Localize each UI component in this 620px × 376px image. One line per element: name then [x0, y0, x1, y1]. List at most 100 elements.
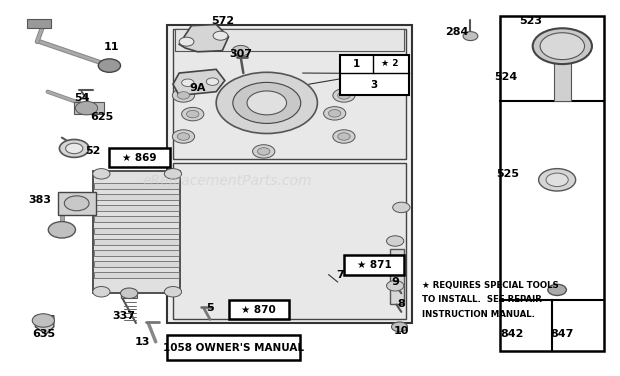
Text: ★ 869: ★ 869 [122, 153, 157, 163]
Text: 307: 307 [229, 49, 252, 59]
Text: eReplacementParts.com: eReplacementParts.com [142, 174, 311, 188]
Circle shape [99, 59, 120, 72]
Bar [93, 171, 180, 293]
Circle shape [257, 148, 270, 155]
Circle shape [93, 287, 110, 297]
Text: ★ REQUIRES SPECIAL TOOLS: ★ REQUIRES SPECIAL TOOLS [422, 280, 559, 290]
Bar [121, 292, 137, 298]
Circle shape [533, 28, 592, 64]
Text: 1058 OWNER'S MANUAL: 1058 OWNER'S MANUAL [162, 343, 304, 353]
Circle shape [540, 33, 585, 60]
Circle shape [213, 31, 228, 40]
Circle shape [177, 133, 190, 140]
Circle shape [64, 196, 89, 211]
Circle shape [66, 143, 83, 154]
Bar [94, 183, 179, 189]
Polygon shape [35, 315, 54, 334]
Bar [94, 239, 179, 245]
Text: INSTRUCTION MANUAL.: INSTRUCTION MANUAL. [422, 310, 535, 319]
Text: 523: 523 [520, 16, 542, 26]
Text: 842: 842 [501, 329, 524, 339]
Text: 13: 13 [135, 337, 150, 347]
Circle shape [76, 102, 98, 115]
Circle shape [338, 92, 350, 99]
Circle shape [463, 32, 478, 41]
Bar [94, 250, 179, 256]
Circle shape [187, 111, 199, 118]
Bar [344, 255, 404, 274]
Circle shape [232, 45, 249, 56]
Circle shape [252, 145, 275, 158]
Circle shape [216, 72, 317, 133]
Bar [58, 192, 97, 215]
Text: 524: 524 [495, 72, 518, 82]
Text: 635: 635 [32, 329, 55, 339]
Circle shape [386, 236, 404, 246]
Bar [173, 163, 406, 319]
Bar [173, 29, 406, 159]
Bar [109, 148, 170, 167]
Circle shape [546, 173, 569, 186]
Bar [167, 335, 299, 361]
Text: 337: 337 [112, 311, 135, 321]
Circle shape [164, 168, 182, 179]
Circle shape [392, 202, 410, 213]
Bar [229, 300, 289, 319]
Text: ★ 870: ★ 870 [241, 305, 276, 315]
Bar [500, 15, 604, 352]
Text: 3: 3 [371, 80, 378, 90]
Circle shape [329, 110, 341, 117]
Polygon shape [173, 69, 225, 96]
Text: 847: 847 [550, 329, 574, 339]
Circle shape [182, 79, 194, 86]
Circle shape [164, 287, 182, 297]
Circle shape [182, 108, 204, 121]
Bar [94, 194, 179, 200]
Circle shape [333, 89, 355, 102]
Bar [74, 102, 104, 114]
Circle shape [120, 288, 138, 299]
Circle shape [233, 82, 301, 123]
Bar [27, 19, 51, 28]
Text: 572: 572 [211, 16, 234, 26]
Circle shape [324, 107, 346, 120]
Circle shape [172, 130, 195, 143]
Bar [94, 261, 179, 267]
Bar [94, 227, 179, 233]
Text: 10: 10 [394, 326, 409, 335]
Bar [340, 55, 409, 96]
Bar [94, 205, 179, 211]
Circle shape [247, 91, 286, 115]
Circle shape [333, 130, 355, 143]
Circle shape [206, 78, 219, 85]
Circle shape [172, 89, 195, 102]
Text: 525: 525 [496, 169, 519, 179]
Circle shape [93, 168, 110, 179]
Bar [167, 25, 412, 323]
Text: 1: 1 [353, 59, 361, 70]
Circle shape [338, 133, 350, 140]
Bar [390, 249, 404, 305]
Polygon shape [179, 24, 229, 52]
Text: 284: 284 [445, 27, 469, 37]
Text: 54: 54 [74, 93, 89, 103]
Bar [94, 216, 179, 222]
Circle shape [548, 284, 567, 296]
Text: 9: 9 [391, 277, 399, 287]
Text: ★ 2: ★ 2 [381, 59, 399, 68]
Bar [175, 29, 404, 51]
Circle shape [60, 139, 89, 158]
Text: 383: 383 [28, 195, 51, 205]
Text: 11: 11 [104, 42, 119, 52]
Text: 7: 7 [336, 270, 343, 280]
Bar [554, 61, 570, 101]
Circle shape [386, 280, 404, 291]
Circle shape [48, 221, 76, 238]
Text: 625: 625 [90, 112, 113, 122]
Bar [94, 272, 179, 278]
Circle shape [391, 322, 407, 332]
Text: 5: 5 [206, 303, 214, 313]
Circle shape [179, 37, 194, 46]
Text: 52: 52 [85, 146, 100, 156]
Text: ★ 871: ★ 871 [357, 260, 392, 270]
